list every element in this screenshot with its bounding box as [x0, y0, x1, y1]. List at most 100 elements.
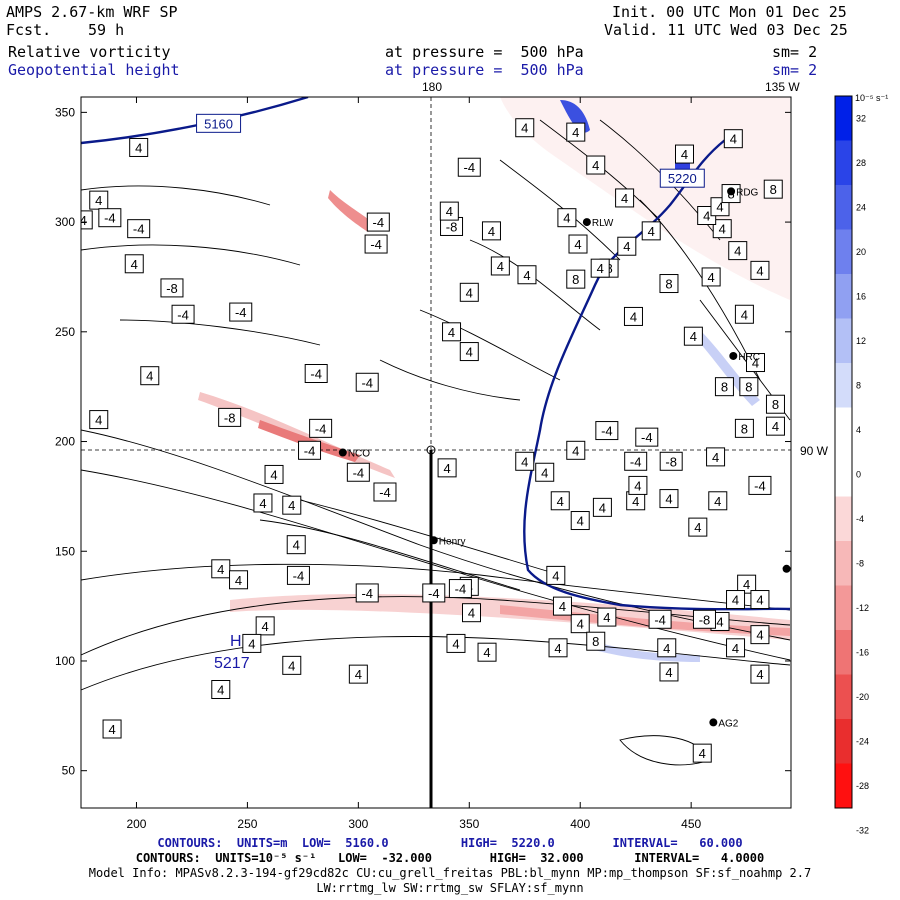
vorticity-contour-label: 4 [597, 607, 617, 627]
svg-text:4: 4 [146, 369, 153, 384]
svg-text:4: 4 [756, 263, 763, 278]
svg-text:-4: -4 [177, 307, 189, 322]
svg-text:4: 4 [743, 577, 750, 592]
svg-text:-4: -4 [304, 443, 316, 458]
vorticity-contour-label: 4 [750, 625, 770, 645]
svg-text:-4: -4 [428, 586, 440, 601]
vorticity-contour-label: 8 [765, 394, 785, 414]
vorticity-contour-label: -4 [748, 475, 772, 495]
vorticity-contour-label: 4 [348, 664, 368, 684]
station-label: AG2 [718, 718, 738, 729]
svg-text:-8: -8 [166, 281, 178, 296]
vorticity-contour-label: 4 [102, 719, 122, 739]
vorticity-contour-label: -8 [692, 609, 716, 629]
forecast-hours: 59 h [88, 21, 125, 39]
svg-text:4: 4 [355, 667, 362, 682]
svg-text:4: 4 [574, 237, 581, 252]
vorticity-contour-label: -4 [448, 579, 472, 599]
field1-level: at pressure = 500 hPa [385, 43, 584, 61]
svg-text:-4: -4 [464, 160, 476, 175]
svg-text:-4: -4 [373, 215, 385, 230]
svg-text:4: 4 [756, 593, 763, 608]
svg-text:4: 4 [217, 683, 224, 698]
svg-text:4: 4 [630, 309, 637, 324]
vorticity-contour-label: 4 [566, 122, 586, 142]
station-label: NCO [348, 449, 370, 460]
svg-text:-8: -8 [665, 454, 677, 469]
vorticity-contour-label: -4 [304, 364, 328, 383]
svg-text:4: 4 [446, 204, 453, 219]
svg-text:4: 4 [466, 285, 473, 300]
vorticity-contour-label: 4 [570, 511, 590, 531]
field2-level: at pressure = 500 hPa [385, 61, 584, 79]
svg-text:4: 4 [732, 593, 739, 608]
svg-text:-4: -4 [133, 222, 145, 237]
vorticity-contour-label: 4 [459, 342, 479, 362]
footer-vorticity-contours: CONTOURS: UNITS=10⁻⁵ s⁻¹ LOW= -32.000 HI… [135, 851, 765, 865]
vorticity-contour-label: 4 [737, 574, 757, 594]
x-tick-label: 450 [681, 817, 701, 831]
vorticity-contour-label: 4 [490, 256, 510, 276]
vorticity-contour-label: -4 [624, 451, 648, 471]
vorticity-contour-label: 4 [442, 322, 462, 342]
vorticity-contour-label: -4 [457, 157, 481, 177]
svg-text:4: 4 [708, 270, 715, 285]
svg-text:4: 4 [730, 132, 737, 147]
svg-text:4: 4 [699, 746, 706, 761]
vorticity-contour-label: 4 [746, 353, 765, 373]
svg-text:4: 4 [741, 307, 748, 322]
svg-text:-8: -8 [224, 410, 236, 425]
svg-text:4: 4 [552, 568, 559, 583]
svg-text:-4: -4 [104, 211, 116, 226]
svg-text:-4: -4 [293, 568, 305, 583]
y-tick-label: 250 [55, 325, 75, 339]
colorbar-swatch [835, 185, 852, 230]
vorticity-contour-label: -4 [229, 302, 253, 322]
svg-text:4: 4 [452, 636, 459, 651]
cross-section-point [426, 445, 436, 455]
station-label: RDG [736, 187, 758, 198]
svg-text:4: 4 [648, 224, 655, 239]
vorticity-contour-label: -8 [659, 451, 683, 471]
svg-text:4: 4 [663, 641, 670, 656]
colorbar-swatch [835, 719, 852, 764]
footer-height-contours: CONTOURS: UNITS=m LOW= 5160.0 HIGH= 5220… [157, 836, 743, 850]
colorbar-tick-label: 20 [856, 247, 866, 257]
vorticity-contour-label: -4 [127, 219, 151, 239]
vorticity-contour-label: -4 [648, 609, 672, 629]
svg-text:4: 4 [483, 645, 490, 660]
svg-text:4: 4 [665, 492, 672, 507]
vorticity-contour-label: 4 [229, 570, 249, 590]
svg-text:4: 4 [694, 520, 701, 535]
vorticity-contour-label: 4 [515, 451, 535, 471]
vorticity-contour-label: 4 [750, 260, 770, 280]
vorticity-contour-label: -4 [346, 462, 370, 482]
vorticity-contour-label: 4 [750, 664, 770, 684]
colorbar-tick-label: 12 [856, 336, 866, 346]
field2-smoothing: sm= 2 [772, 61, 818, 79]
svg-text:4: 4 [235, 573, 242, 588]
vorticity-contour-label: 4 [550, 491, 570, 511]
x-tick-label: 350 [459, 817, 479, 831]
vorticity-contour-label: 4 [692, 743, 712, 763]
station-marker [729, 351, 738, 360]
y-tick-label: 50 [62, 764, 76, 778]
vorticity-contour-label: -4 [364, 234, 388, 254]
vorticity-contour-label: 8 [739, 377, 759, 397]
station-marker [782, 564, 791, 573]
svg-text:-8: -8 [699, 612, 711, 627]
vorticity-contour-label: -8 [218, 407, 242, 427]
vorticity-contour-label: 4 [477, 642, 497, 662]
svg-text:4: 4 [559, 599, 566, 614]
colorbar-tick-label: -20 [856, 692, 869, 702]
svg-text:4: 4 [572, 443, 579, 458]
vorticity-contour-label: 4 [750, 590, 770, 610]
vorticity-contour-label: 4 [726, 638, 746, 658]
station-label: Henry [439, 536, 466, 547]
vorticity-contour-label: -8 [160, 278, 184, 298]
svg-text:8: 8 [665, 277, 672, 292]
colorbar-tick-label: -16 [856, 647, 869, 657]
svg-text:4: 4 [523, 268, 530, 283]
vorticity-contour-label: 4 [557, 208, 577, 228]
